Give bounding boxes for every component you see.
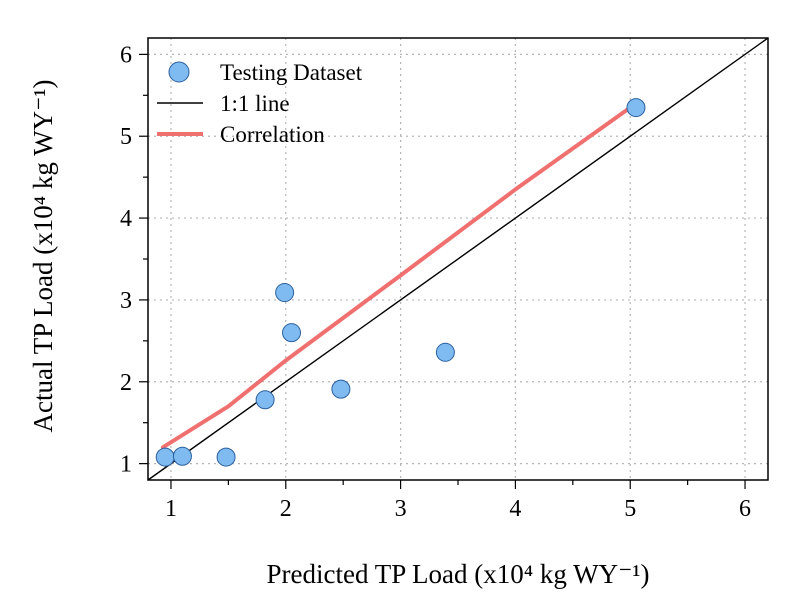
point-layer (155, 98, 646, 467)
legend-label-correlation: Correlation (220, 122, 325, 147)
legend-swatch-testing-dataset (168, 61, 190, 83)
y-tick-label: 5 (120, 124, 132, 150)
data-point (331, 379, 351, 399)
x-tick-label: 2 (280, 496, 292, 522)
legend: Testing Dataset 1:1 line Correlation (157, 60, 363, 147)
data-point (255, 390, 275, 410)
correlation-line (160, 101, 638, 450)
x-tick-label: 1 (165, 496, 177, 522)
one-to-one-line (147, 37, 769, 481)
data-point (216, 447, 236, 467)
y-axis-title: Actual TP Load (x10⁴ kg WY⁻¹) (28, 80, 58, 433)
data-point (626, 98, 646, 118)
y-tick-label: 1 (120, 452, 132, 478)
grid (148, 38, 768, 480)
axes: 1 2 3 4 5 6 1 2 3 4 5 6 (120, 42, 751, 522)
legend-label-testing-dataset: Testing Dataset (220, 60, 363, 85)
x-tick-label: 4 (509, 496, 521, 522)
y-tick-label: 3 (120, 288, 132, 314)
data-point (172, 446, 192, 466)
y-tick-label: 2 (120, 370, 132, 396)
x-tick-label: 3 (395, 496, 407, 522)
data-point (435, 342, 455, 362)
x-tick-label: 6 (739, 496, 751, 522)
line-layer (147, 37, 769, 481)
data-point (155, 447, 175, 467)
data-point (282, 323, 302, 343)
data-point (275, 283, 295, 303)
y-tick-label: 4 (120, 206, 132, 232)
x-axis-title: Predicted TP Load (x10⁴ kg WY⁻¹) (267, 559, 650, 589)
y-tick-label: 6 (120, 42, 132, 68)
legend-label-1-1-line: 1:1 line (220, 91, 290, 116)
x-tick-label: 5 (624, 496, 636, 522)
